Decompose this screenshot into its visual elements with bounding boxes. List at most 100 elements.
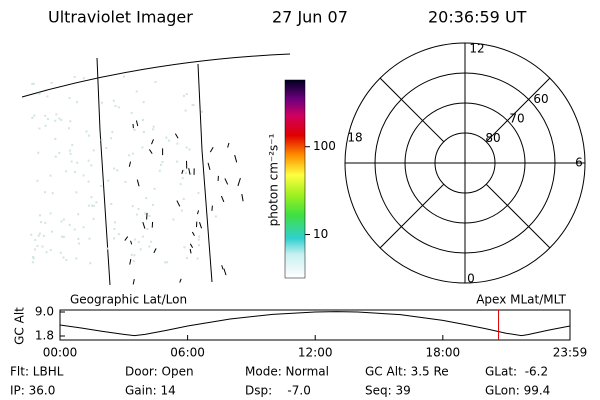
footer-field: Flt: LBHL (10, 365, 64, 379)
coast-dash (135, 120, 139, 127)
coast-dash (220, 195, 225, 203)
coast-dash (148, 149, 153, 154)
speckle (67, 127, 70, 130)
speckle (196, 257, 199, 260)
alt-y-tick-label: 1.8 (35, 329, 54, 343)
speckle (65, 170, 68, 173)
colorbar-label: photon cm⁻²s⁻¹ (267, 133, 281, 226)
speckle (49, 212, 52, 215)
speckle (50, 81, 53, 84)
colorbar-tick-label: 10 (313, 227, 328, 241)
footer-field: IP: 36.0 (10, 384, 55, 398)
speckle (60, 235, 63, 238)
speckle (54, 119, 57, 122)
speckle (144, 212, 147, 215)
speckle (46, 118, 49, 121)
hour-label: 18 (347, 131, 362, 145)
speckle (131, 152, 134, 155)
alt-curve (59, 311, 571, 337)
speckle (44, 191, 47, 194)
speckle (198, 244, 201, 247)
speckle (197, 238, 200, 241)
coast-dash (130, 240, 133, 245)
coast-dash (174, 133, 179, 139)
speckle (159, 163, 162, 166)
speckle (139, 248, 142, 251)
speckle (58, 117, 61, 120)
speckle (65, 259, 68, 262)
speckle (92, 217, 95, 220)
limb-arc (21, 53, 291, 98)
speckle (116, 169, 119, 172)
speckle (134, 238, 137, 241)
speckle (168, 139, 171, 142)
coast-dash (191, 231, 195, 237)
speckle (198, 235, 201, 238)
speckle (135, 213, 138, 216)
polar-ring (404, 102, 526, 224)
speckle (152, 128, 155, 131)
speckle (106, 247, 109, 250)
speckle (32, 257, 35, 260)
speckle (188, 148, 191, 151)
speckle (68, 96, 71, 99)
coast-dash (207, 162, 211, 171)
speckle (92, 204, 95, 207)
speckle (39, 221, 42, 224)
coast-dash (132, 279, 135, 285)
speckle (31, 261, 34, 264)
speckle (87, 159, 90, 162)
speckle (89, 262, 92, 265)
polar-diagonal (485, 183, 551, 249)
speckle (92, 149, 95, 152)
speckle (124, 180, 127, 183)
coast-dash (129, 258, 132, 265)
speckle (54, 137, 57, 140)
coast-dash (241, 193, 244, 202)
colorbar (284, 79, 306, 279)
alt-x-tick-label: 18:00 (426, 346, 461, 360)
speckle (76, 101, 79, 104)
speckle (69, 152, 72, 155)
speckle (51, 192, 54, 195)
alt-x-tick-label: 23:59 (553, 346, 588, 360)
coast-dash (151, 139, 154, 145)
footer-field: Mode: Normal (245, 365, 329, 379)
speckle (137, 207, 140, 210)
coast-dash (209, 146, 214, 153)
speckle (73, 76, 76, 79)
speckle (214, 215, 217, 218)
speckle (32, 255, 35, 258)
speckle (161, 161, 164, 164)
speckle (112, 237, 115, 240)
speckle (36, 179, 39, 182)
speckle (133, 129, 136, 132)
speckle (107, 179, 110, 182)
speckle (165, 136, 168, 139)
speckle (150, 240, 153, 243)
hour-label: 12 (469, 42, 484, 56)
polar-diagonal (379, 183, 445, 249)
speckle (87, 134, 90, 137)
speckle (60, 118, 63, 121)
speckle (76, 161, 79, 164)
speckle (39, 214, 42, 217)
speckle (185, 256, 188, 259)
speckle (185, 146, 188, 149)
speckle (30, 233, 33, 236)
polar-diagonal (379, 77, 445, 143)
speckle (87, 204, 90, 207)
coast-dash (189, 243, 194, 249)
speckle (182, 94, 185, 97)
title: Ultraviolet Imager (48, 8, 193, 27)
polar-diagonal (485, 77, 551, 143)
speckle (154, 80, 157, 83)
speckle (55, 113, 58, 116)
speckle (142, 131, 145, 134)
speckle (105, 146, 108, 149)
speckle (42, 234, 45, 237)
speckle (137, 241, 140, 244)
coast-dash (181, 169, 184, 174)
speckle (113, 221, 116, 224)
